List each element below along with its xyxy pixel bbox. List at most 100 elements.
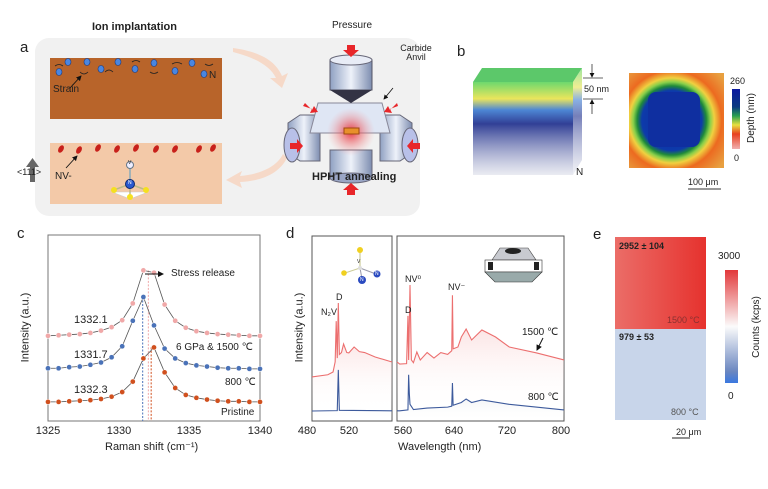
- pressure-label: Pressure: [332, 20, 373, 31]
- nitrogen-label: N: [209, 70, 217, 81]
- strain-label: Strain: [53, 84, 80, 95]
- raman-xtick: 1335: [176, 425, 202, 437]
- series-fill: [397, 374, 564, 421]
- data-point: [151, 344, 157, 351]
- data-point: [76, 397, 83, 404]
- raman-xlabel: Raman shift (cm⁻¹): [105, 441, 199, 453]
- data-point: [119, 343, 126, 350]
- data-point: [55, 365, 62, 372]
- data-point: [172, 385, 179, 391]
- pl-xtick: 520: [339, 425, 359, 437]
- data-point: [98, 327, 104, 334]
- hpht-annealing-title: HPHT annealing: [312, 171, 397, 183]
- thickness-label: 50 nm: [584, 84, 610, 94]
- data-point: [225, 365, 232, 372]
- data-point: [140, 294, 147, 300]
- nv-centers: [58, 144, 216, 154]
- data-point: [161, 345, 168, 352]
- data-point: [119, 389, 126, 395]
- direction-arrow-icon: [26, 158, 39, 182]
- data-point: [214, 331, 221, 337]
- data-point: [129, 300, 136, 307]
- panel-label-d: d: [286, 225, 295, 242]
- data-point: [246, 332, 253, 339]
- series-label-1500: 6 GPa & 1500 ℃: [176, 342, 253, 353]
- vacancy-label: V: [128, 160, 132, 166]
- depth-colorbar: [732, 89, 740, 149]
- data-point: [45, 332, 51, 339]
- inset-nitrogen-1: N: [375, 271, 379, 277]
- process-arrow-back: [226, 154, 287, 188]
- data-point: [214, 364, 221, 371]
- data-point: [246, 399, 253, 405]
- panel-label-b: b: [457, 43, 466, 60]
- scale-label-e: 20 μm: [676, 427, 702, 437]
- n2v-molecule-inset: [341, 247, 381, 284]
- series-line: [396, 285, 565, 365]
- pl-ylabel: Intensity (a.u.): [293, 292, 306, 363]
- mol-nitrogen-label: N: [128, 180, 132, 186]
- pl-xtick: 560: [393, 425, 413, 437]
- temp-label-1500: 1500 °C: [667, 315, 700, 325]
- data-point: [98, 396, 104, 402]
- stress-release-label: Stress release: [171, 268, 235, 279]
- series-line: [311, 302, 393, 378]
- data-point: [87, 330, 94, 336]
- data-point: [235, 332, 242, 339]
- data-point: [108, 354, 115, 361]
- data-point: [87, 397, 94, 403]
- curve-pointer-arrow: [536, 337, 544, 351]
- process-arrow-forward: [233, 48, 288, 88]
- counts-colorbar-max: 3000: [718, 251, 741, 262]
- counts-colorbar: [725, 270, 738, 383]
- ion-implantation-title: Ion implantation: [92, 21, 177, 33]
- data-point: [161, 301, 168, 308]
- peak-label-800: 1331.7: [74, 349, 108, 361]
- data-point: [235, 365, 242, 372]
- depth-colorbar-max: 260: [730, 76, 746, 86]
- data-point: [66, 331, 73, 338]
- data-point: [129, 317, 136, 324]
- raman-plot-frame: [47, 234, 261, 422]
- series-line: [311, 369, 393, 412]
- inset-nitrogen-2: N: [360, 277, 364, 283]
- data-point: [257, 399, 263, 405]
- data-point: [55, 399, 62, 405]
- data-point: [182, 392, 189, 398]
- data-point: [225, 331, 232, 338]
- depth-colorbar-min: 0: [734, 153, 740, 163]
- data-point: [193, 328, 200, 335]
- data-point: [257, 332, 263, 339]
- data-point: [204, 363, 210, 370]
- data-point: [161, 369, 168, 376]
- nv-arrow: [65, 155, 78, 169]
- data-point: [87, 361, 94, 368]
- peak-label-d-right: D: [405, 305, 412, 315]
- data-point: [246, 366, 253, 372]
- carbide-anvil-label: Carbide Anvil: [400, 43, 432, 62]
- data-point: [204, 330, 210, 336]
- strain-arrow: [69, 75, 82, 89]
- data-point: [119, 317, 126, 324]
- data-point: [193, 394, 200, 401]
- data-point: [108, 393, 115, 400]
- data-point: [182, 360, 189, 366]
- data-point: [151, 322, 157, 329]
- counts-colorbar-min: 0: [728, 391, 734, 402]
- raman-xtick: 1340: [247, 425, 273, 437]
- data-point: [66, 398, 73, 405]
- series-label-pristine: Pristine: [221, 407, 255, 418]
- series-line: [397, 374, 565, 412]
- pl-xlabel: Wavelength (nm): [398, 441, 482, 453]
- implanted-region: [648, 92, 700, 147]
- data-point: [204, 396, 210, 403]
- pl-xtick: 720: [497, 425, 517, 437]
- data-point: [45, 365, 51, 372]
- data-point: [140, 355, 147, 362]
- strain-marks: [54, 60, 214, 75]
- pl-map-800: [615, 329, 706, 420]
- data-point: [108, 324, 115, 330]
- temp-label-800: 800 °C: [671, 407, 699, 417]
- pl-xtick: 480: [297, 425, 317, 437]
